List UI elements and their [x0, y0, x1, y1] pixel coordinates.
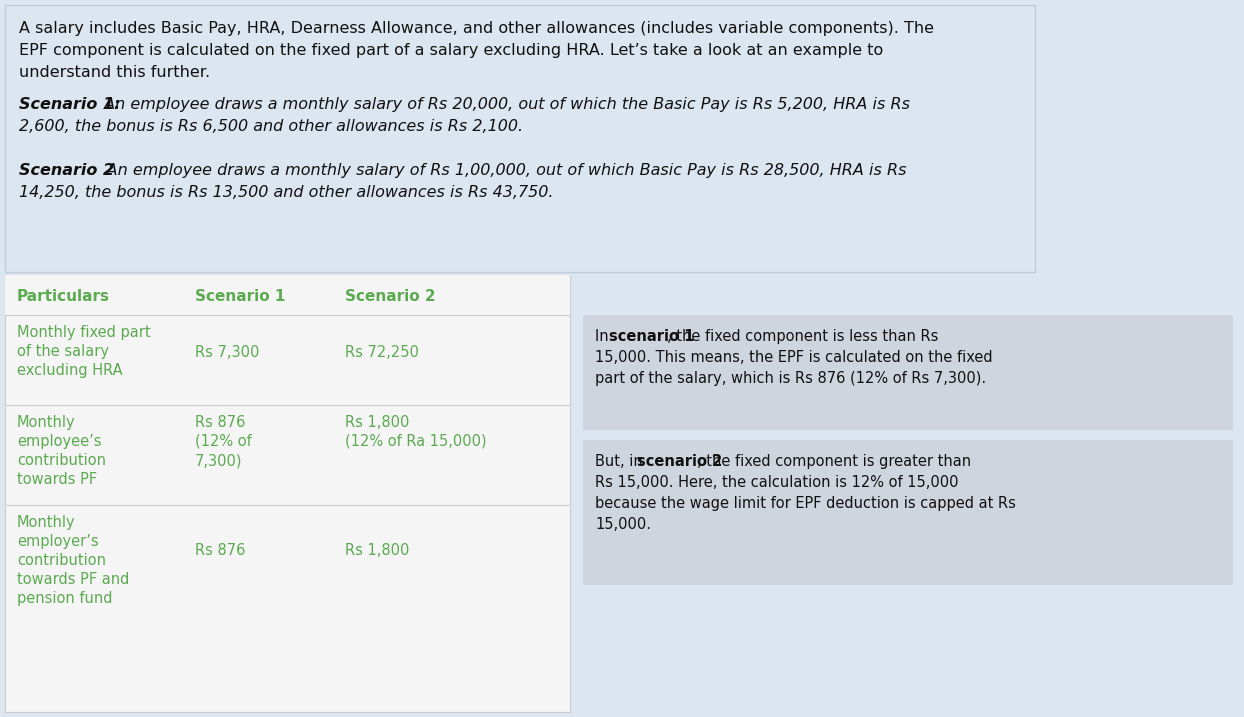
Text: of the salary: of the salary	[17, 344, 109, 359]
Text: 15,000.: 15,000.	[595, 517, 651, 532]
Text: scenario 2: scenario 2	[637, 454, 723, 469]
Text: 2,600, the bonus is Rs 6,500 and other allowances is Rs 2,100.: 2,600, the bonus is Rs 6,500 and other a…	[19, 119, 524, 134]
Text: towards PF: towards PF	[17, 472, 97, 487]
Text: Scenario 2: Scenario 2	[19, 163, 114, 178]
Text: Rs 7,300: Rs 7,300	[195, 345, 260, 360]
Text: 14,250, the bonus is Rs 13,500 and other allowances is Rs 43,750.: 14,250, the bonus is Rs 13,500 and other…	[19, 185, 554, 200]
Text: Monthly: Monthly	[17, 515, 76, 530]
Text: Scenario 2: Scenario 2	[345, 289, 435, 304]
Bar	[583, 440, 1233, 585]
Text: 7,300): 7,300)	[195, 453, 243, 468]
Text: :  An employee draws a monthly salary of Rs 1,00,000, out of which Basic Pay is : : An employee draws a monthly salary of …	[91, 163, 907, 178]
Text: because the wage limit for EPF deduction is capped at Rs: because the wage limit for EPF deduction…	[595, 496, 1016, 511]
Text: understand this further.: understand this further.	[19, 65, 210, 80]
Text: Scenario 1: Scenario 1	[195, 289, 285, 304]
Text: Monthly fixed part: Monthly fixed part	[17, 325, 151, 340]
Text: scenario 1: scenario 1	[610, 329, 694, 344]
Bar	[5, 275, 570, 712]
Text: employee’s: employee’s	[17, 434, 102, 449]
Text: (12% of: (12% of	[195, 434, 251, 449]
Text: But, in: But, in	[595, 454, 647, 469]
Text: pension fund: pension fund	[17, 591, 112, 606]
Text: towards PF and: towards PF and	[17, 572, 129, 587]
Text: 15,000. This means, the EPF is calculated on the fixed: 15,000. This means, the EPF is calculate…	[595, 350, 993, 365]
Text: Rs 15,000. Here, the calculation is 12% of 15,000: Rs 15,000. Here, the calculation is 12% …	[595, 475, 958, 490]
Bar	[5, 275, 570, 315]
Text: Scenario 1:: Scenario 1:	[19, 97, 121, 112]
Text: Monthly: Monthly	[17, 415, 76, 430]
Text: contribution: contribution	[17, 453, 106, 468]
Text: employer’s: employer’s	[17, 534, 98, 549]
Text: contribution: contribution	[17, 553, 106, 568]
Text: , the fixed component is less than Rs: , the fixed component is less than Rs	[667, 329, 938, 344]
Text: part of the salary, which is Rs 876 (12% of Rs 7,300).: part of the salary, which is Rs 876 (12%…	[595, 371, 986, 386]
Bar	[583, 315, 1233, 430]
Bar	[5, 5, 1035, 272]
Text: Rs 1,800: Rs 1,800	[345, 543, 409, 558]
Text: , the fixed component is greater than: , the fixed component is greater than	[697, 454, 972, 469]
Text: Rs 72,250: Rs 72,250	[345, 345, 419, 360]
Text: Rs 876: Rs 876	[195, 543, 245, 558]
Text: (12% of Ra 15,000): (12% of Ra 15,000)	[345, 434, 486, 449]
Text: EPF component is calculated on the fixed part of a salary excluding HRA. Let’s t: EPF component is calculated on the fixed…	[19, 43, 883, 58]
Text: An employee draws a monthly salary of Rs 20,000, out of which the Basic Pay is R: An employee draws a monthly salary of Rs…	[100, 97, 911, 112]
Text: Rs 1,800: Rs 1,800	[345, 415, 409, 430]
Text: In: In	[595, 329, 613, 344]
Text: Rs 876: Rs 876	[195, 415, 245, 430]
Text: A salary includes Basic Pay, HRA, Dearness Allowance, and other allowances (incl: A salary includes Basic Pay, HRA, Dearne…	[19, 21, 934, 36]
Text: Particulars: Particulars	[17, 289, 109, 304]
Text: excluding HRA: excluding HRA	[17, 363, 123, 378]
